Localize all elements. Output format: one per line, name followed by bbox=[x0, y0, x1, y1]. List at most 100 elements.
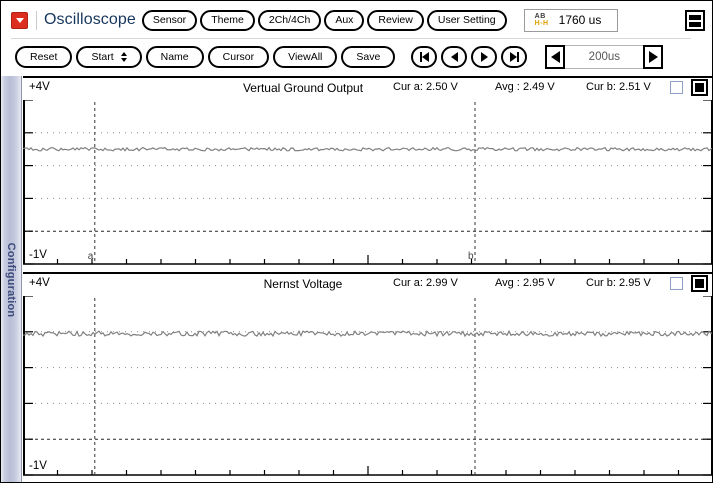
waveform-svg bbox=[23, 296, 712, 476]
waveform-plot[interactable] bbox=[23, 296, 712, 482]
measurement-cursor-b-label: Cur b: bbox=[586, 277, 616, 289]
panel-toggle-button[interactable] bbox=[685, 10, 705, 31]
filled-square-icon bbox=[695, 279, 704, 288]
user-setting-button-label: User Setting bbox=[437, 14, 496, 26]
measurement-cursor-b-value: 2.51 V bbox=[619, 81, 651, 93]
measurement-average: Avg : 2.49 V bbox=[495, 81, 555, 93]
measurement-cursor-b-value: 2.95 V bbox=[619, 277, 651, 289]
reset-button[interactable]: Reset bbox=[15, 46, 73, 68]
step-back-button[interactable] bbox=[441, 46, 468, 68]
channel-mode-button-label: 2Ch/4Ch bbox=[268, 14, 311, 26]
measurement-cursor-b: Cur b: 2.51 V bbox=[586, 81, 651, 93]
triangle-left-icon bbox=[550, 51, 560, 63]
skip-forward-icon bbox=[509, 52, 520, 62]
measurement-cursor-a-value: 2.99 V bbox=[426, 277, 458, 289]
sensor-button[interactable]: Sensor bbox=[141, 9, 198, 31]
app-menu-dropdown-icon[interactable] bbox=[11, 11, 28, 29]
name-button-label: Name bbox=[160, 51, 189, 63]
user-setting-button[interactable]: User Setting bbox=[426, 9, 507, 31]
secondary-toolbar: Reset Start Name Cursor ViewAll Save bbox=[1, 39, 712, 75]
sidebar-item-configuration: Configuration bbox=[5, 242, 17, 317]
skip-to-start-button[interactable] bbox=[411, 46, 438, 68]
cursor-tag-b[interactable]: b bbox=[467, 251, 474, 262]
measurement-cursor-b: Cur b: 2.95 V bbox=[586, 277, 651, 289]
waveform-trace bbox=[23, 329, 712, 338]
review-button-label: Review bbox=[378, 14, 413, 26]
waveform-trace bbox=[23, 146, 712, 152]
channel-enable-checkbox[interactable] bbox=[670, 277, 683, 290]
measurement-average-label: Avg : bbox=[495, 81, 520, 93]
waveform-svg bbox=[23, 100, 712, 265]
measurement-average: Avg : 2.95 V bbox=[495, 277, 555, 289]
triangle-right-icon bbox=[480, 52, 488, 62]
toolbar-divider bbox=[11, 38, 691, 39]
theme-button-label: Theme bbox=[211, 14, 244, 26]
triangle-left-icon bbox=[450, 52, 458, 62]
name-button[interactable]: Name bbox=[145, 46, 204, 68]
cursor-button-label: Cursor bbox=[222, 51, 255, 63]
timebase-increase-button[interactable] bbox=[643, 45, 664, 69]
configuration-sidebar[interactable]: Configuration bbox=[1, 76, 22, 482]
start-button[interactable]: Start bbox=[76, 46, 142, 68]
stepper-arrows-icon[interactable] bbox=[120, 52, 127, 62]
measurement-average-value: 2.95 V bbox=[522, 277, 555, 289]
title-divider bbox=[36, 10, 37, 30]
timebase-value[interactable]: 200us bbox=[565, 45, 644, 69]
save-button-label: Save bbox=[356, 51, 381, 63]
channel-enable-checkbox[interactable] bbox=[670, 81, 683, 94]
ab-icon-bottom-text: H-H bbox=[534, 20, 549, 27]
measurement-cursor-a: Cur a: 2.99 V bbox=[393, 277, 458, 289]
step-forward-button[interactable] bbox=[471, 46, 498, 68]
channel-display-toggle[interactable] bbox=[691, 79, 708, 96]
waveform-plot[interactable] bbox=[23, 100, 712, 274]
timebase-decrease-button[interactable] bbox=[545, 45, 566, 69]
start-button-label: Start bbox=[91, 51, 114, 63]
ab-measure-icon: AB H-H bbox=[535, 13, 550, 27]
aux-button[interactable]: Aux bbox=[324, 9, 365, 31]
cursor-tag-a[interactable]: a bbox=[87, 251, 94, 262]
y-axis-top-label: +4V bbox=[29, 81, 50, 93]
secondary-button-group: Reset Start Name Cursor ViewAll Save bbox=[15, 46, 399, 68]
page-title: Oscilloscope bbox=[44, 11, 136, 28]
scope-display-area: +4V Vertual Ground Output Cur a: 2.50 V Avg… bbox=[23, 76, 712, 482]
stacked-bar-icon-bottom bbox=[689, 21, 701, 27]
measurement-cursor-a: Cur a: 2.50 V bbox=[393, 81, 458, 93]
measurement-cursor-a-value: 2.50 V bbox=[426, 81, 458, 93]
primary-toolbar: Oscilloscope Sensor Theme 2Ch/4Ch Aux Review… bbox=[1, 1, 712, 39]
save-button[interactable]: Save bbox=[341, 46, 396, 68]
scope-panel-2: +4V Nernst Voltage Cur a: 2.99 V Avg : 2.95… bbox=[23, 272, 712, 482]
theme-button[interactable]: Theme bbox=[200, 9, 255, 31]
skip-to-end-button[interactable] bbox=[501, 46, 528, 68]
channel-display-toggle[interactable] bbox=[691, 275, 708, 292]
chart-title: Vertual Ground Output bbox=[242, 81, 364, 95]
stacked-bar-icon-top bbox=[689, 14, 701, 20]
skip-back-icon bbox=[419, 52, 430, 62]
scope-panel-header: +4V Nernst Voltage Cur a: 2.99 V Avg : 2.95… bbox=[23, 274, 712, 296]
channel-mode-button[interactable]: 2Ch/4Ch bbox=[257, 9, 322, 31]
timer-readout[interactable]: AB H-H 1760 us bbox=[523, 8, 619, 32]
scope-panel-1: +4V Vertual Ground Output Cur a: 2.50 V Avg… bbox=[23, 76, 712, 274]
viewall-button-label: ViewAll bbox=[288, 51, 323, 63]
y-axis-bottom-label: -1V bbox=[29, 249, 47, 261]
cursor-button[interactable]: Cursor bbox=[207, 46, 270, 68]
y-axis-bottom-label: -1V bbox=[29, 460, 47, 472]
transport-controls bbox=[411, 46, 531, 68]
review-button[interactable]: Review bbox=[367, 9, 424, 31]
caret-down-icon bbox=[15, 17, 24, 23]
measurement-cursor-a-label: Cur a: bbox=[393, 277, 423, 289]
primary-button-group: Sensor Theme 2Ch/4Ch Aux Review User Setting bbox=[141, 9, 510, 31]
ab-icon-top-text: AB bbox=[534, 13, 546, 20]
scope-panel-header: +4V Vertual Ground Output Cur a: 2.50 V Avg… bbox=[23, 78, 712, 100]
reset-button-label: Reset bbox=[30, 51, 58, 63]
triangle-right-icon bbox=[648, 51, 658, 63]
aux-button-label: Aux bbox=[335, 14, 354, 26]
viewall-button[interactable]: ViewAll bbox=[273, 46, 338, 68]
chart-title: Nernst Voltage bbox=[263, 277, 343, 291]
timebase-stepper: 200us bbox=[545, 45, 664, 69]
y-axis-top-label: +4V bbox=[29, 277, 50, 289]
sensor-button-label: Sensor bbox=[152, 14, 187, 26]
measurement-average-value: 2.49 V bbox=[522, 81, 555, 93]
measurement-cursor-b-label: Cur b: bbox=[586, 81, 616, 93]
measurement-average-label: Avg : bbox=[495, 277, 520, 289]
